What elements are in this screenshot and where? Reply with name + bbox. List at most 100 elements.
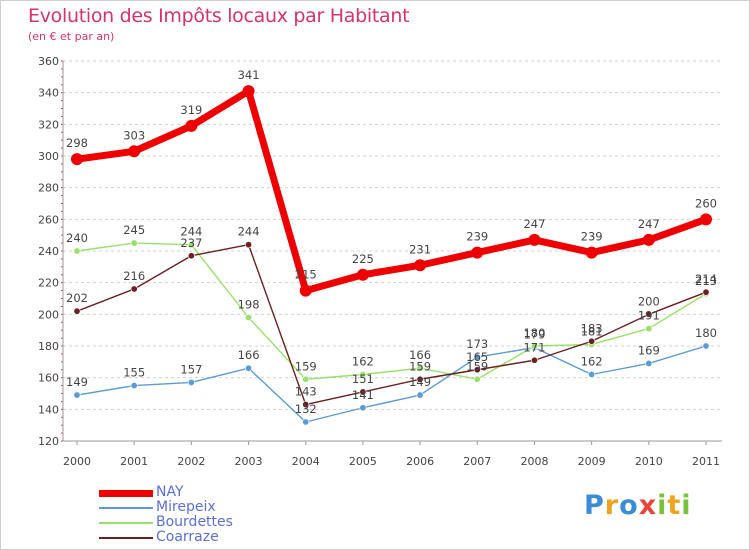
data-point-mirepeix	[473, 353, 481, 361]
data-label-nay: 303	[123, 128, 145, 142]
x-tick-label: 2008	[520, 455, 548, 468]
x-tick-label: 2011	[692, 455, 720, 468]
series-lines	[71, 85, 712, 426]
chart-subtitle: (en € et par an)	[28, 30, 115, 43]
data-point-coarraze	[130, 285, 138, 293]
data-label-mirepeix: 162	[581, 355, 603, 369]
data-point-nay	[642, 233, 655, 246]
data-label-coarraze: 200	[638, 294, 660, 308]
data-label-coarraze: 143	[295, 385, 317, 399]
data-label-coarraze: 183	[581, 321, 603, 335]
data-point-mirepeix	[73, 391, 81, 399]
data-point-coarraze	[702, 288, 710, 296]
data-label-nay: 341	[238, 68, 260, 82]
data-point-bourdettes	[130, 239, 138, 247]
data-point-bourdettes	[645, 325, 653, 333]
series-line-coarraze	[76, 243, 707, 406]
data-point-coarraze	[588, 337, 596, 345]
data-label-bourdettes: 191	[638, 309, 660, 323]
data-label-coarraze: 151	[352, 372, 374, 386]
proxiti-logo: Proxiti	[584, 490, 692, 521]
x-tick-label: 2007	[463, 455, 491, 468]
data-label-mirepeix: 166	[238, 348, 260, 362]
x-tick-label: 2002	[177, 455, 205, 468]
data-point-nay	[128, 145, 141, 158]
y-tick-label: 140	[38, 403, 59, 416]
logo-letter: i	[657, 490, 668, 521]
data-label-bourdettes: 213	[695, 274, 717, 288]
data-label-bourdettes: 181	[581, 324, 603, 338]
data-label-bourdettes: 240	[66, 231, 88, 245]
data-label-coarraze: 159	[409, 359, 431, 373]
y-tick-label: 180	[38, 340, 59, 353]
x-tick-label: 2005	[349, 455, 377, 468]
data-point-bourdettes	[473, 375, 481, 383]
data-label-nay: 298	[66, 136, 88, 150]
data-label-coarraze: 171	[523, 340, 545, 354]
data-point-nay	[356, 268, 369, 281]
y-tick-label: 320	[38, 118, 59, 131]
y-tick-label: 340	[38, 87, 59, 100]
legend-swatch	[99, 522, 153, 524]
data-point-nay	[242, 85, 255, 98]
data-point-nay	[299, 284, 312, 297]
data-point-bourdettes	[359, 370, 367, 378]
data-label-mirepeix: 157	[180, 362, 202, 376]
data-label-coarraze: 237	[180, 236, 202, 250]
data-point-bourdettes	[73, 247, 81, 255]
data-point-coarraze	[530, 356, 538, 364]
grid	[63, 60, 722, 410]
data-point-coarraze	[359, 388, 367, 396]
y-tick-label: 200	[38, 308, 59, 321]
legend-swatch	[99, 537, 153, 539]
data-point-bourdettes	[530, 342, 538, 350]
legend-label: NAY	[156, 484, 184, 500]
data-label-bourdettes: 180	[523, 326, 545, 340]
data-label-bourdettes: 159	[466, 359, 488, 373]
series-line-nay	[76, 87, 708, 295]
x-tick-label: 2009	[578, 455, 606, 468]
data-label-mirepeix: 173	[466, 337, 488, 351]
data-point-mirepeix	[187, 378, 195, 386]
x-tick-label: 2010	[635, 455, 663, 468]
legend-label: Mirepeix	[156, 499, 216, 515]
y-tick-label: 220	[38, 277, 59, 290]
data-point-nay	[700, 213, 712, 226]
y-tick-label: 260	[38, 213, 59, 226]
data-label-coarraze: 244	[238, 225, 260, 239]
series-line-bourdettes	[76, 242, 707, 380]
data-label-bourdettes: 244	[180, 225, 202, 239]
data-label-mirepeix: 141	[352, 388, 374, 402]
data-label-nay: 239	[466, 230, 488, 244]
data-label-nay: 247	[638, 217, 660, 231]
data-label-nay: 225	[352, 252, 374, 266]
data-label-nay: 247	[523, 217, 545, 231]
data-label-mirepeix: 169	[638, 343, 660, 357]
y-tick-label: 120	[38, 435, 59, 448]
data-label-bourdettes: 159	[295, 359, 317, 373]
data-point-nay	[185, 119, 198, 132]
data-point-bourdettes	[302, 375, 310, 383]
data-label-bourdettes: 162	[352, 355, 374, 369]
y-tick-label: 160	[38, 372, 59, 385]
data-label-bourdettes: 198	[238, 298, 260, 312]
data-label-mirepeix: 132	[295, 402, 317, 416]
series-line-mirepeix	[76, 345, 707, 423]
data-label-bourdettes: 245	[123, 223, 145, 237]
data-point-mirepeix	[588, 370, 596, 378]
legend-item-bourdettes: Bourdettes	[99, 514, 359, 530]
logo-letter: r	[604, 490, 620, 521]
y-tick-label: 300	[38, 150, 59, 163]
legend-item-mirepeix: Mirepeix	[99, 499, 359, 515]
data-label-bourdettes: 166	[409, 348, 431, 362]
data-label-nay: 319	[180, 103, 202, 117]
logo-letter: t	[667, 490, 682, 521]
data-point-nay	[471, 246, 484, 259]
data-point-mirepeix	[416, 391, 424, 399]
data-point-coarraze	[245, 241, 253, 249]
logo-letter: o	[619, 490, 639, 521]
logo-letter: P	[584, 490, 605, 521]
data-point-coarraze	[416, 375, 424, 383]
x-tick-label: 2006	[406, 455, 434, 468]
